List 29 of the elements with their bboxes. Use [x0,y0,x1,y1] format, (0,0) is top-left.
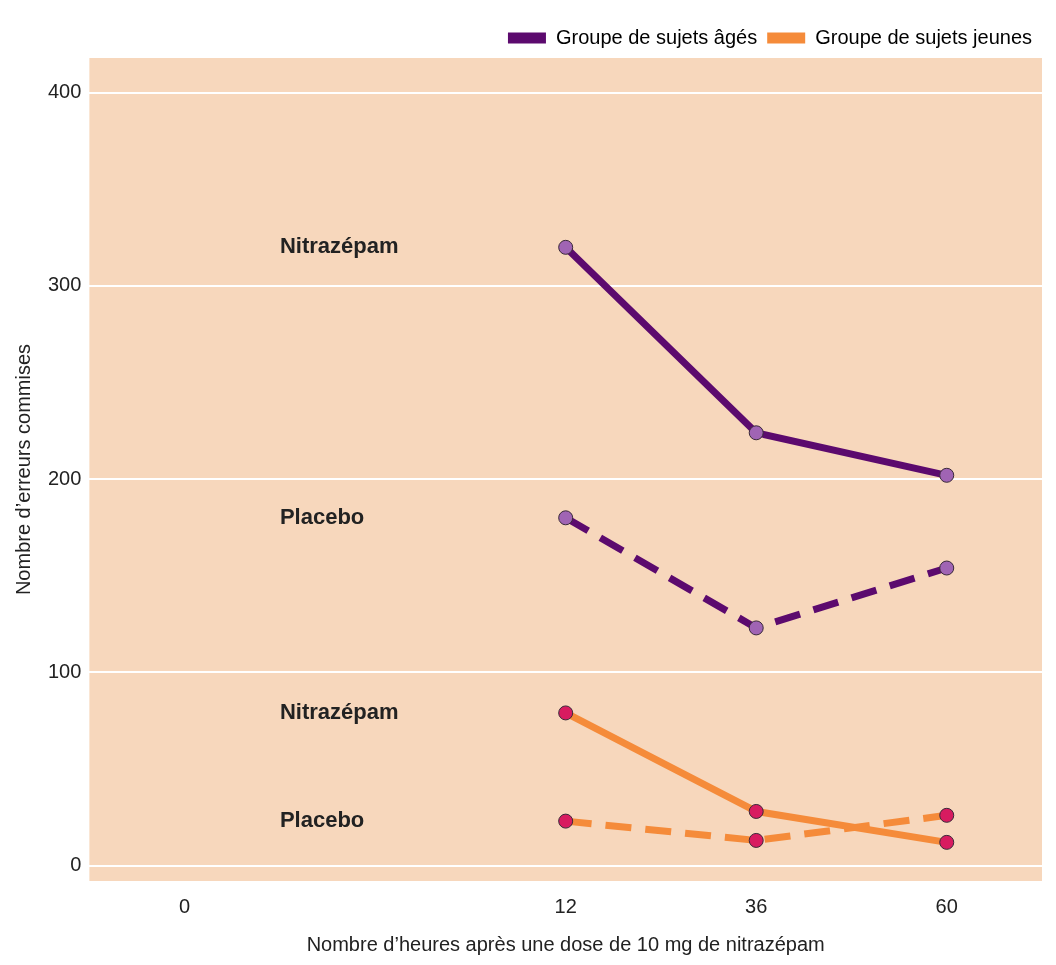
point [748,803,764,819]
point [558,510,574,526]
legend-label: Groupe de sujets jeunes [815,25,1033,48]
x-tick-label: 12 [554,894,577,917]
point [939,834,955,850]
x-tick-label: 36 [745,894,768,917]
annotation: Nitrazépam [279,233,399,259]
annotation: Nitrazépam [279,698,399,724]
y-axis-title: Nombre d’erreurs commises [11,343,34,596]
y-tick-label: 0 [70,853,82,876]
point [748,832,764,848]
x-tick-label: 0 [179,894,191,917]
point [558,705,574,721]
point [558,239,574,255]
y-tick-label: 400 [47,80,82,103]
point [748,620,764,636]
annotation: Placebo [279,807,365,833]
point [939,560,955,576]
point [939,467,955,483]
y-tick-label: 300 [47,273,82,296]
point [558,813,574,829]
annotation: Placebo [279,503,365,529]
point [748,425,764,441]
y-tick-label: 200 [47,466,82,489]
point [939,807,955,823]
x-axis-title: Nombre d’heures après une dose de 10 mg de nitrazépam [306,932,825,955]
legend-label: Groupe de sujets âgés [555,25,758,48]
x-tick-label: 60 [935,894,958,917]
y-tick-label: 100 [47,659,82,682]
